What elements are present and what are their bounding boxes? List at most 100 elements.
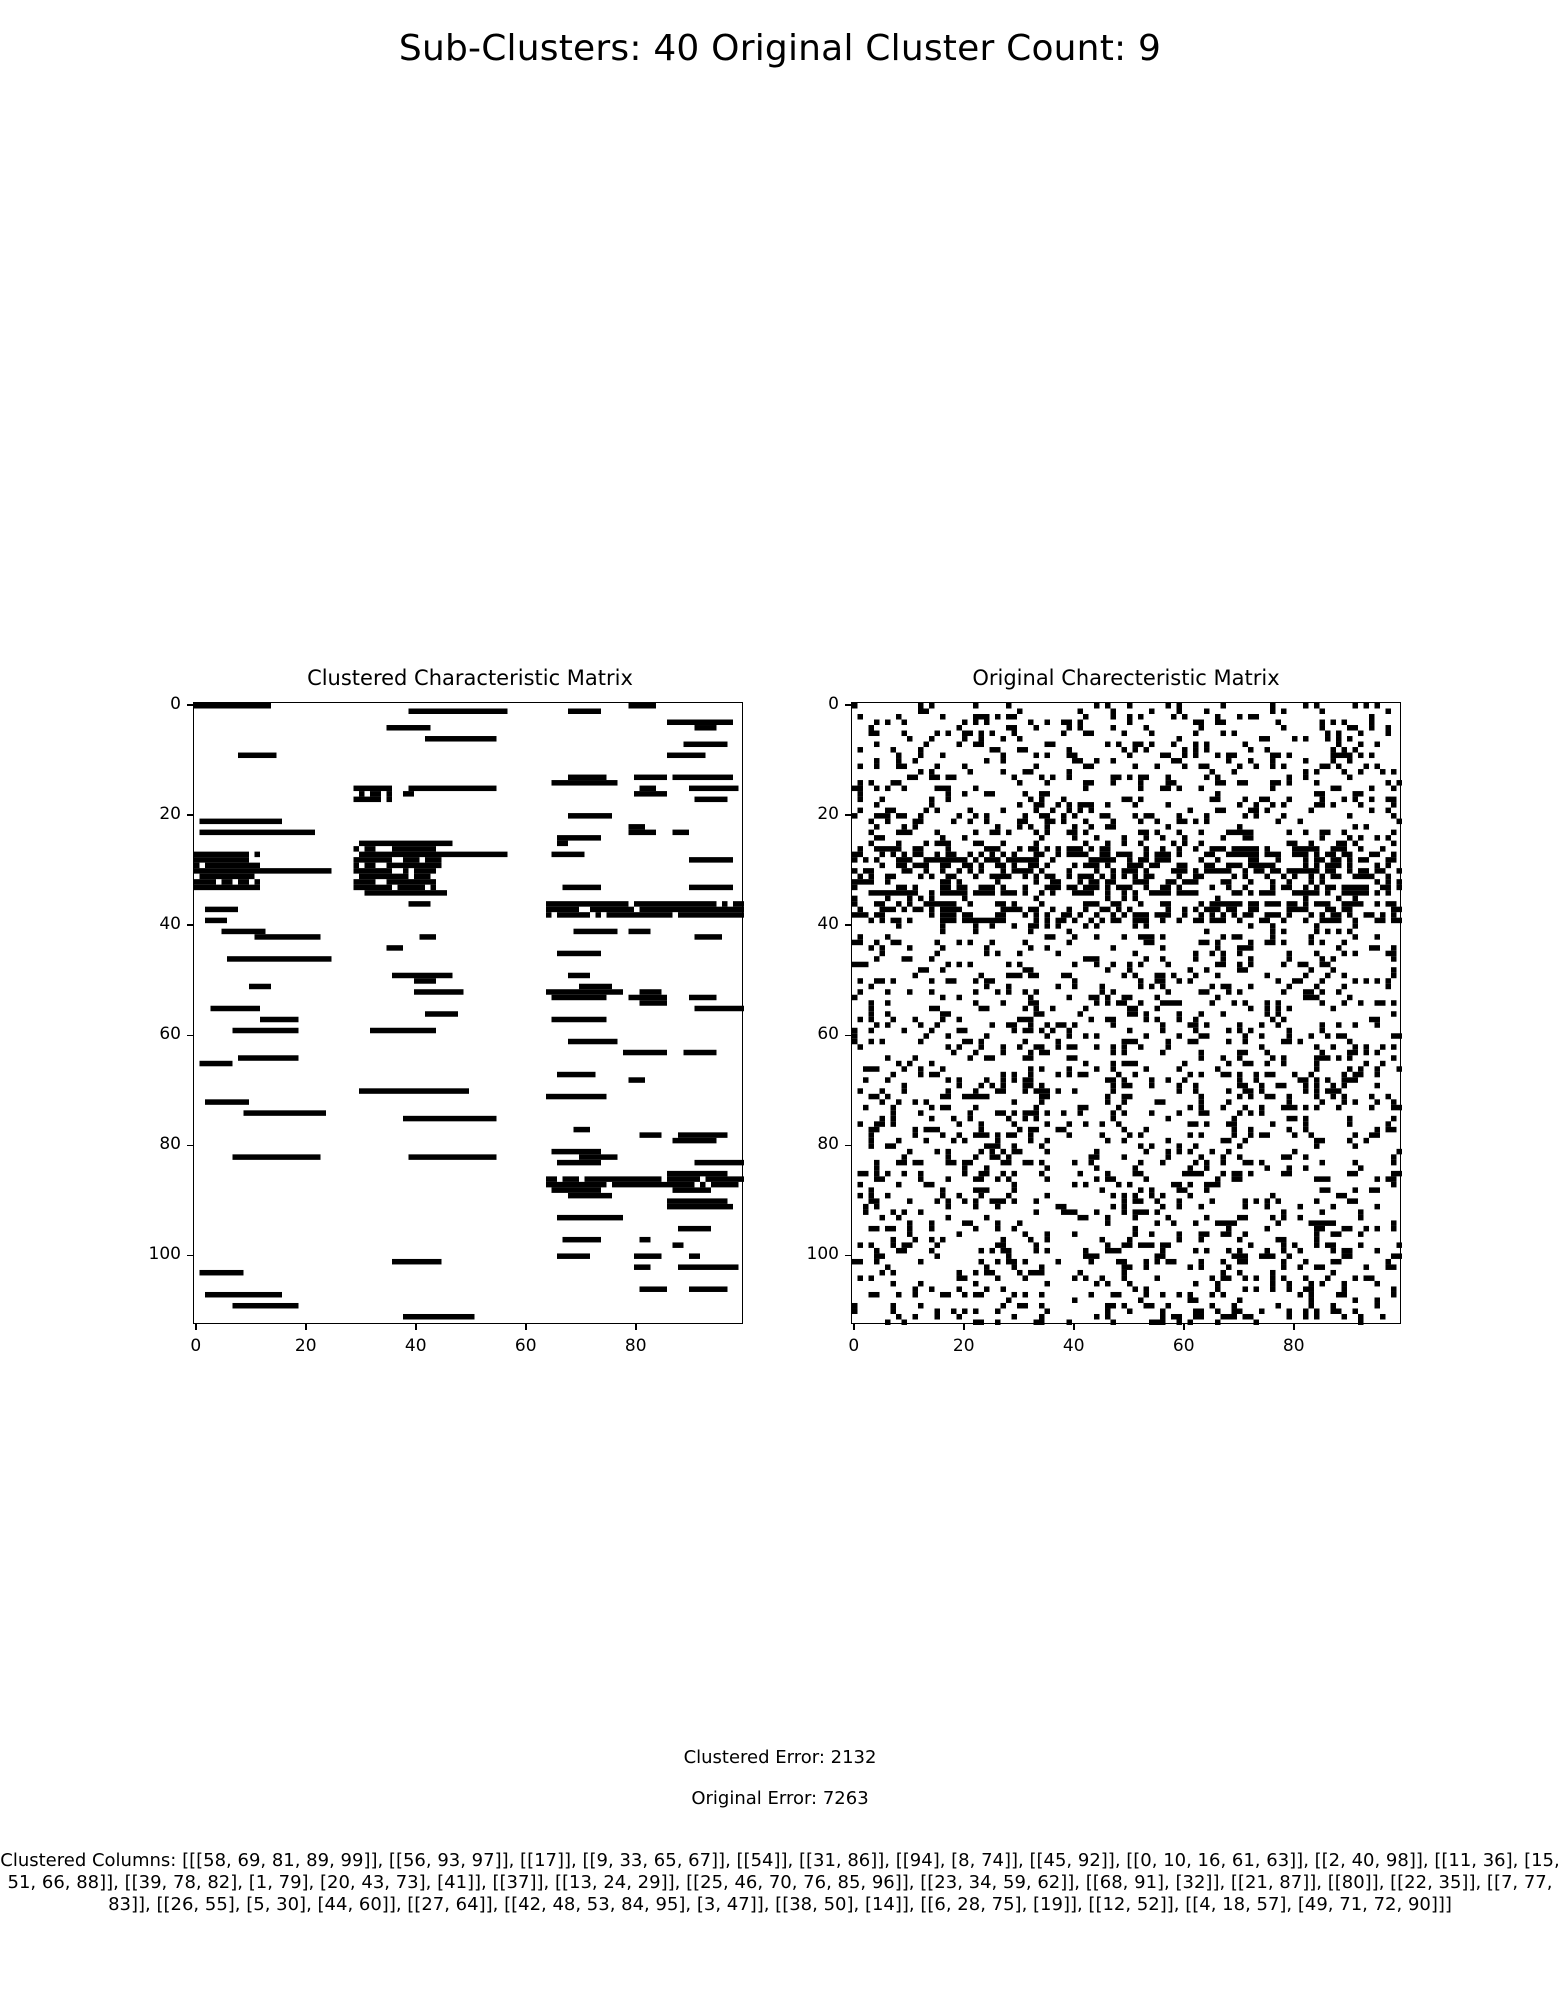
heatmap-cell-run: [890, 978, 896, 984]
heatmap-cell-run: [1215, 1286, 1221, 1292]
heatmap-cell-run: [1237, 1269, 1243, 1276]
heatmap-cell-run: [973, 1203, 979, 1210]
heatmap-cell-run: [1121, 747, 1127, 753]
heatmap-cell-run: [1391, 1115, 1397, 1122]
heatmap-cell-run: [901, 906, 907, 913]
heatmap-cell-run: [973, 1280, 979, 1287]
heatmap-cell-run: [1044, 829, 1050, 836]
heatmap-cell-run: [1176, 1291, 1182, 1298]
heatmap-cell-run: [1132, 890, 1138, 896]
heatmap-cell-run: [1055, 1258, 1061, 1265]
heatmap-cell-run: [995, 1308, 1001, 1314]
heatmap-cell-run: [901, 730, 907, 737]
heatmap-cell-run: [1347, 994, 1353, 1001]
heatmap-cell-run: [628, 829, 656, 836]
heatmap-cell-run: [1105, 1016, 1116, 1023]
heatmap-cell-run: [863, 1203, 869, 1210]
heatmap-cell-run: [1253, 1275, 1259, 1281]
original-matrix-plot: [851, 702, 1402, 1325]
heatmap-cell-run: [1066, 873, 1072, 880]
heatmap-cell-run: [1286, 906, 1309, 913]
heatmap-cell-run: [984, 950, 990, 957]
heatmap-cell-run: [1143, 923, 1149, 929]
heatmap-cell-run: [1193, 1027, 1199, 1034]
y-tick-mark: [845, 1254, 851, 1257]
heatmap-cell-run: [1380, 912, 1386, 918]
heatmap-cell-run: [874, 802, 880, 808]
heatmap-cell-run: [956, 1269, 962, 1276]
heatmap-cell-run: [1231, 846, 1259, 852]
heatmap-cell-run: [1193, 1280, 1199, 1287]
heatmap-cell-run: [1028, 906, 1039, 913]
heatmap-cell-run: [1314, 1313, 1320, 1320]
heatmap-cell-run: [1226, 1225, 1232, 1232]
heatmap-cell-run: [1314, 1082, 1320, 1089]
heatmap-cell-run: [557, 1159, 601, 1166]
heatmap-cell-run: [1022, 890, 1028, 896]
heatmap-cell-run: [1044, 945, 1050, 951]
heatmap-cell-run: [1336, 1192, 1347, 1199]
heatmap-cell-run: [1259, 1253, 1276, 1259]
heatmap-cell-run: [1347, 1137, 1353, 1144]
x-tick-label: 60: [514, 1336, 537, 1356]
heatmap-cell-run: [1165, 774, 1171, 781]
heatmap-cell-run: [1094, 1044, 1100, 1050]
heatmap-cell-run: [1303, 917, 1309, 924]
heatmap-cell-run: [1264, 1247, 1270, 1254]
heatmap-cell-run: [1226, 758, 1232, 764]
heatmap-cell-run: [1193, 972, 1199, 979]
heatmap-cell-run: [1325, 1033, 1331, 1039]
heatmap-cell-run: [868, 917, 874, 924]
heatmap-cell-run: [1352, 1187, 1358, 1193]
heatmap-cell-run: [1209, 1275, 1215, 1281]
heatmap-cell-run: [1275, 1082, 1287, 1089]
heatmap-cell-run: [194, 884, 260, 891]
heatmap-cell-run: [1077, 719, 1083, 726]
heatmap-cell-run: [918, 873, 924, 880]
heatmap-cell-run: [1242, 1137, 1248, 1144]
heatmap-cell-run: [639, 1132, 662, 1138]
heatmap-cell-run: [1198, 1110, 1210, 1116]
heatmap-cell-run: [1055, 851, 1061, 858]
heatmap-cell-run: [1314, 802, 1325, 808]
heatmap-cell-run: [392, 1258, 442, 1265]
heatmap-cell-run: [1193, 873, 1204, 880]
heatmap-cell-run: [634, 1253, 662, 1259]
heatmap-cell-run: [1209, 950, 1215, 957]
heatmap-cell-run: [923, 807, 929, 814]
heatmap-cell-run: [1017, 846, 1023, 852]
heatmap-cell-run: [1154, 978, 1166, 984]
heatmap-cell-run: [1281, 928, 1287, 935]
heatmap-cell-run: [973, 928, 979, 935]
heatmap-cell-run: [672, 829, 689, 836]
heatmap-cell-run: [1363, 978, 1369, 984]
heatmap-cell-run: [1281, 1258, 1287, 1265]
heatmap-cell-run: [1193, 950, 1199, 957]
heatmap-cell-run: [1237, 1071, 1243, 1078]
heatmap-cell-run: [1193, 956, 1199, 962]
heatmap-cell-run: [1110, 780, 1116, 786]
heatmap-cell-run: [1374, 862, 1380, 869]
heatmap-cell-run: [1352, 1143, 1358, 1149]
heatmap-cell-run: [562, 1176, 579, 1182]
heatmap-cell-run: [1292, 1148, 1298, 1155]
heatmap-cell-run: [1066, 884, 1078, 891]
heatmap-cell-run: [1160, 1242, 1171, 1248]
heatmap-cell-run: [1160, 846, 1166, 852]
heatmap-cell-run: [353, 785, 392, 792]
heatmap-cell-run: [1204, 928, 1210, 935]
heatmap-cell-run: [857, 1016, 863, 1023]
heatmap-cell-run: [1391, 1154, 1397, 1160]
heatmap-cell-run: [1385, 1126, 1397, 1133]
heatmap-cell-run: [1094, 934, 1100, 940]
heatmap-cell-run: [1314, 923, 1320, 929]
heatmap-cell-run: [1303, 994, 1320, 1001]
heatmap-cell-run: [940, 752, 946, 759]
heatmap-cell-run: [1380, 1060, 1386, 1067]
heatmap-cell-run: [907, 1060, 913, 1067]
heatmap-cell-run: [940, 917, 957, 924]
heatmap-cell-run: [1204, 1159, 1210, 1166]
heatmap-cell-run: [1176, 978, 1182, 984]
heatmap-cell-run: [1330, 1005, 1336, 1012]
heatmap-cell-run: [1176, 890, 1199, 896]
